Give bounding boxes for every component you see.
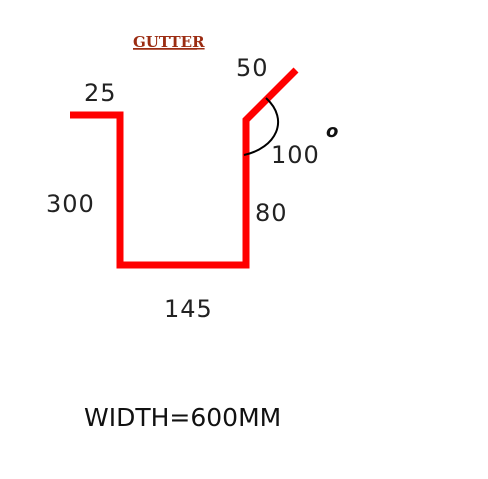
dimension-left-height: 300: [46, 190, 95, 218]
dimension-angle: 100: [271, 141, 320, 169]
dimension-right-height: 80: [255, 199, 288, 227]
gutter-profile: [70, 67, 299, 269]
dimension-base: 145: [164, 295, 213, 323]
dimension-flange-left: 25: [84, 79, 117, 107]
width-label: WIDTH=600MM: [84, 403, 281, 432]
dimension-lip: 50: [236, 54, 269, 82]
angle-arc: [243, 97, 279, 156]
angle-degree-symbol: o: [326, 121, 338, 142]
diagram-title: GUTTER: [133, 33, 205, 51]
